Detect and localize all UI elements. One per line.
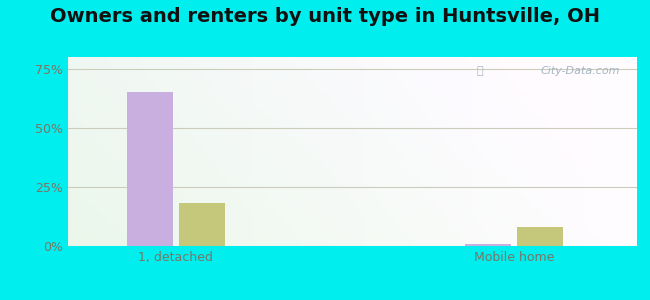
Bar [127,92,173,246]
Text: Owners and renters by unit type in Huntsville, OH: Owners and renters by unit type in Hunts… [50,8,600,26]
Bar [465,244,511,246]
Text: City-Data.com: City-Data.com [540,66,620,76]
Bar [517,227,563,246]
Bar [179,203,225,246]
Text: ⦿: ⦿ [476,66,483,76]
